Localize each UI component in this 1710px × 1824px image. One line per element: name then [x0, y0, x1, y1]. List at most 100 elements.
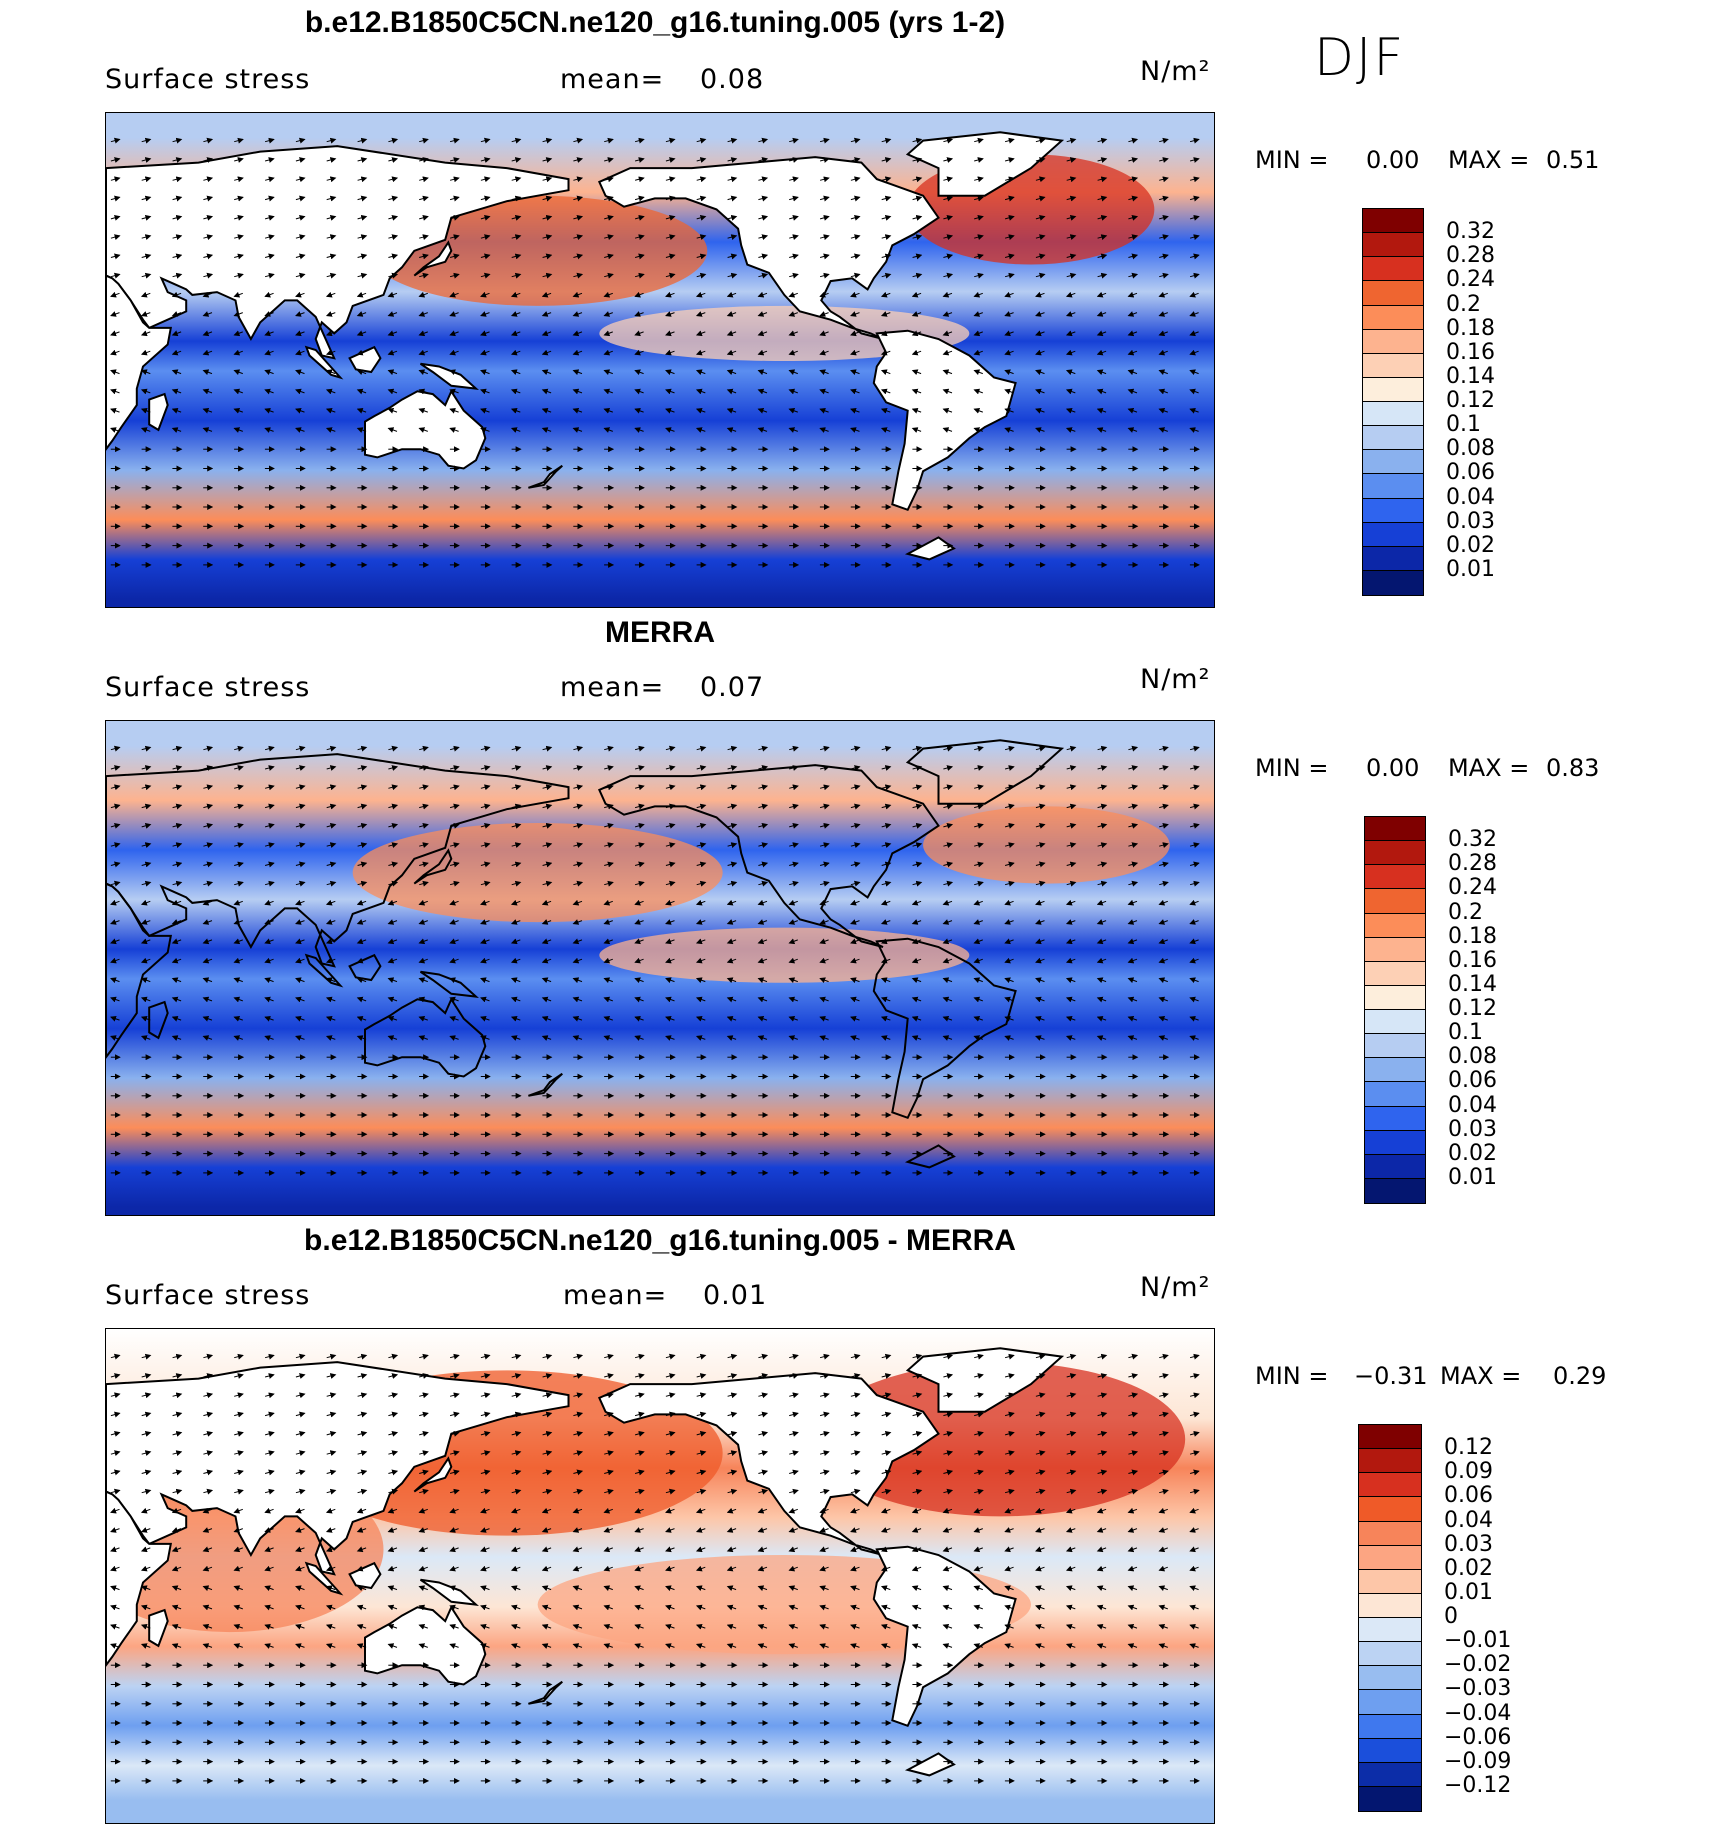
panel-3-mean-label: mean= [563, 1280, 668, 1311]
stress-vector [634, 214, 645, 221]
coastline [597, 156, 940, 340]
stress-vector [511, 214, 522, 221]
colorbar-swatch [1359, 1569, 1421, 1594]
stress-vector [634, 330, 644, 337]
colorbar-swatch [1359, 1738, 1421, 1763]
stress-vector [572, 388, 583, 395]
colorbar-swatch [1359, 1425, 1421, 1450]
stress-vector [634, 311, 644, 317]
season-label: DJF [1314, 28, 1406, 88]
colorbar-swatch [1365, 961, 1425, 986]
stress-vector [356, 369, 367, 376]
stress-vector [1127, 349, 1138, 356]
panel-3-max-label: MAX = [1440, 1362, 1522, 1390]
stress-vector [695, 291, 706, 298]
stress-vector [1128, 195, 1139, 202]
panel-3-units: N/m² [1140, 1272, 1211, 1303]
stress-vector [758, 176, 769, 183]
colorbar-swatch [1363, 281, 1423, 306]
coastline [872, 329, 1017, 512]
stress-vector [388, 234, 399, 241]
stress-vector [357, 234, 368, 241]
panel-3-min-label: MIN = [1255, 1362, 1329, 1390]
stress-vector [295, 311, 305, 317]
colorbar-swatch [1363, 353, 1423, 378]
stress-vector [1066, 272, 1077, 279]
colorbar-tick-label: −0.03 [1444, 1676, 1512, 1702]
stress-vector [233, 291, 243, 298]
colorbar-tick-label: 0.24 [1446, 267, 1495, 293]
stress-vector [943, 176, 954, 183]
colorbar-tick-label: 0.24 [1448, 875, 1497, 901]
stress-vector [819, 291, 829, 298]
stress-vector [1189, 176, 1200, 183]
coastline [419, 362, 480, 390]
stress-vector [140, 349, 151, 356]
stress-vector [912, 195, 923, 202]
stress-vector [727, 157, 738, 163]
stress-vector [1097, 214, 1108, 221]
stress-vector [788, 369, 798, 376]
colorbar-tick-label: 0.02 [1444, 1555, 1493, 1581]
stress-vector [1158, 311, 1168, 317]
stress-vector [665, 330, 675, 337]
stress-vector [110, 234, 121, 241]
stress-vector [140, 311, 151, 317]
panel-3-colorbar [1358, 1424, 1422, 1812]
stress-vector [603, 291, 613, 298]
panel-2-max-value: 0.83 [1546, 754, 1600, 782]
coastline [148, 392, 169, 432]
stress-vector [1065, 291, 1076, 298]
stress-vector [943, 195, 954, 202]
stress-vector [911, 291, 922, 298]
stress-vector [912, 253, 923, 260]
stress-vector [634, 195, 645, 202]
stress-vector [1189, 137, 1200, 144]
stress-vector [1159, 272, 1169, 279]
stress-vector [604, 272, 614, 279]
stress-vector [172, 157, 183, 163]
stress-vector [326, 195, 337, 202]
colorbar-swatch [1363, 377, 1423, 402]
stress-vector [480, 214, 491, 221]
stress-vector [1189, 253, 1200, 260]
stress-vector [634, 349, 644, 356]
stress-vector [696, 272, 707, 279]
colorbar-swatch [1359, 1545, 1421, 1570]
colorbar-tick-label: 0.06 [1446, 460, 1495, 486]
stress-vector [819, 195, 830, 202]
stress-vector [202, 388, 213, 395]
stress-vector [696, 253, 707, 260]
stress-vector [419, 253, 429, 260]
stress-vector [1004, 272, 1015, 279]
stress-vector [757, 330, 768, 337]
stress-vector [850, 234, 861, 241]
colorbar-swatch [1359, 1497, 1421, 1522]
stress-vector [758, 137, 769, 144]
stress-vector [819, 272, 830, 279]
stress-vector [1128, 272, 1139, 279]
stress-vector [511, 234, 522, 241]
stress-vector [973, 291, 983, 298]
stress-vector [696, 157, 707, 163]
stress-vector [758, 195, 769, 202]
stress-vector [726, 369, 737, 376]
stress-vector [1066, 137, 1077, 144]
stress-vector [387, 388, 398, 395]
stress-vector [1159, 157, 1169, 163]
stress-vector [326, 234, 337, 241]
stress-vector [264, 253, 275, 260]
stress-vector [604, 214, 614, 221]
stress-vector [727, 176, 738, 183]
colorbar-swatch [1363, 402, 1423, 427]
stress-vector [356, 388, 367, 395]
stress-vector [696, 137, 707, 144]
colorbar-swatch [1365, 1034, 1425, 1059]
stress-vector [758, 272, 769, 279]
stress-vector [1066, 253, 1077, 260]
stress-vector [449, 214, 460, 221]
stress-vector [1097, 157, 1108, 163]
stress-vector [140, 388, 151, 395]
stress-vector [233, 311, 243, 317]
stress-vector [974, 137, 984, 144]
